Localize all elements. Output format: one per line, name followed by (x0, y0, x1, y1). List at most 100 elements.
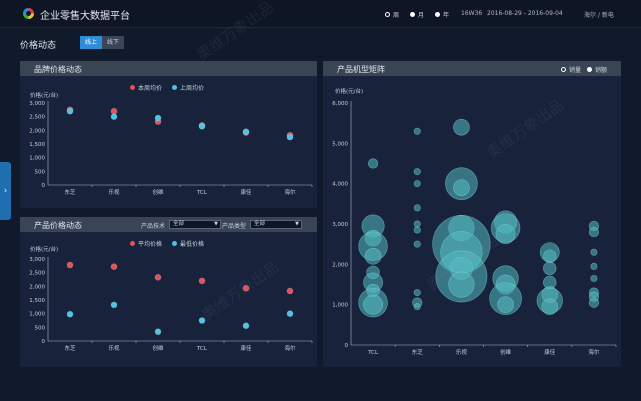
data-point (110, 113, 118, 120)
radio-selected-icon (561, 67, 566, 72)
y-tick-label: 0 (42, 339, 46, 345)
period-year-radio[interactable]: 年 (435, 10, 449, 19)
radio-icon (410, 12, 415, 17)
legend-amount-radio[interactable]: 销额 (587, 65, 607, 74)
x-tick-label: 海尔 (284, 344, 296, 352)
data-point (198, 122, 206, 130)
data-point (66, 107, 74, 115)
x-tick-label: 康佳 (544, 348, 556, 356)
bubble (453, 179, 470, 196)
data-point (242, 322, 250, 329)
panel-header: 品牌价格动态 (20, 61, 317, 76)
data-point (154, 328, 162, 336)
type-select-value: 全部 (254, 221, 266, 227)
legend-label: 平均价格 (138, 241, 163, 248)
y-axis-label: 价格(元/台) (30, 245, 58, 253)
side-expand-tab[interactable]: › (0, 162, 11, 220)
data-point (110, 263, 118, 270)
online-button[interactable]: 线上 (80, 36, 102, 49)
panel-header: 产品价格动态 产品技术 全部 ▼ 产品类型 全部 ▼ (20, 217, 317, 232)
legend-current-week[interactable]: 本周均价 (130, 83, 162, 92)
bubble (413, 168, 421, 176)
app-logo-icon (23, 8, 34, 19)
bubble (543, 261, 557, 276)
x-tick-label: 康佳 (240, 188, 252, 196)
legend-dot-icon (172, 85, 177, 90)
legend-label: 销量 (569, 67, 582, 74)
radio-selected-icon (385, 12, 390, 17)
bubble (413, 204, 421, 212)
legend-last-week[interactable]: 上周均价 (172, 83, 204, 92)
brand-price-chart: 价格(元/台) 0 500 1,000 1,500 2,000 2,500 3,000 东芝 乐视… (29, 91, 313, 196)
y-tick-label: 2,000 (332, 262, 348, 268)
data-point (66, 261, 74, 269)
data-point (242, 128, 250, 135)
legend-label: 销额 (595, 67, 608, 74)
period-month-label: 月 (418, 12, 425, 19)
x-tick-label: TCL (196, 190, 208, 196)
y-tick-label: 6,000 (332, 101, 348, 107)
bubble (588, 226, 600, 238)
bubble (413, 220, 421, 228)
model-matrix-chart: 价格(元/台) 0 1,000 2,000 3,000 4,000 5,000 6,000 TC… (332, 87, 617, 356)
bubble (495, 224, 516, 244)
data-point (66, 310, 74, 318)
region-selector[interactable]: 海尔 / 新电 (584, 12, 614, 19)
x-tick-label: 东芝 (64, 344, 76, 352)
period-month-radio[interactable]: 月 (410, 10, 424, 19)
bubble (541, 298, 559, 315)
legend-dot-icon (130, 85, 135, 90)
x-tick-label: 东芝 (64, 188, 76, 196)
y-tick-label: 0 (42, 183, 46, 189)
y-tick-label: 1,000 (29, 156, 45, 162)
y-tick-label: 1,500 (29, 142, 45, 148)
data-point (110, 107, 118, 115)
bubble (497, 296, 514, 313)
legend-dot-icon (172, 241, 177, 246)
y-tick-label: 3,000 (332, 222, 348, 228)
tech-select[interactable]: 全部 ▼ (169, 220, 221, 229)
bubble (363, 294, 383, 315)
bubble (413, 127, 421, 135)
offline-button[interactable]: 线下 (102, 36, 124, 49)
data-point (198, 317, 206, 324)
period-week-radio[interactable]: 周 (385, 10, 399, 19)
date-range[interactable]: 2016-08-29 - 2016-09-04 (487, 10, 563, 17)
y-tick-label: 500 (35, 325, 46, 331)
period-week-label: 周 (393, 12, 400, 19)
x-tick-label: 康佳 (240, 344, 252, 352)
y-tick-label: 3,000 (29, 101, 45, 107)
x-tick-label: TCL (196, 346, 208, 352)
y-axis-label: 价格(元/台) (30, 91, 58, 99)
x-tick-label: 海尔 (588, 348, 600, 356)
legend-label: 上周均价 (180, 85, 205, 92)
data-point (154, 274, 162, 281)
y-tick-label: 1,500 (29, 298, 45, 304)
legend-avg-price[interactable]: 平均价格 (130, 239, 162, 248)
data-point (286, 287, 294, 295)
y-tick-label: 1,000 (29, 312, 45, 318)
legend-min-price[interactable]: 最低价格 (172, 239, 204, 248)
bubble (453, 118, 470, 136)
type-label: 产品类型 (222, 223, 247, 230)
x-tick-label: 乐视 (456, 348, 468, 356)
brand-price-panel: 品牌价格动态 本周均价 上周均价 价格(元/台) 0 500 1,000 1,500 2,… (20, 61, 317, 208)
bubble (413, 180, 421, 188)
radio-icon (435, 12, 440, 17)
top-bar: 企业零售大数据平台 周 月 年 16W36 2016-08-29 - 2016-… (0, 0, 641, 28)
bubble (413, 289, 421, 297)
tech-label: 产品技术 (141, 223, 166, 230)
legend-sales-radio[interactable]: 销量 (561, 65, 581, 74)
week-code[interactable]: 16W36 (461, 10, 483, 17)
x-tick-label: 乐视 (108, 188, 120, 196)
y-tick-label: 0 (345, 343, 349, 349)
x-tick-label: 东芝 (412, 348, 424, 356)
bubble (413, 240, 421, 248)
y-tick-label: 500 (35, 169, 46, 175)
type-select[interactable]: 全部 ▼ (250, 220, 302, 229)
app-title: 企业零售大数据平台 (40, 11, 130, 22)
bubble (413, 303, 421, 311)
page-title: 价格动态 (20, 41, 57, 51)
product-price-chart: 价格(元/台) 0 500 1,000 1,500 2,000 2,500 3,000 东芝 乐视… (29, 245, 313, 352)
x-tick-label: 创维 (152, 188, 164, 196)
